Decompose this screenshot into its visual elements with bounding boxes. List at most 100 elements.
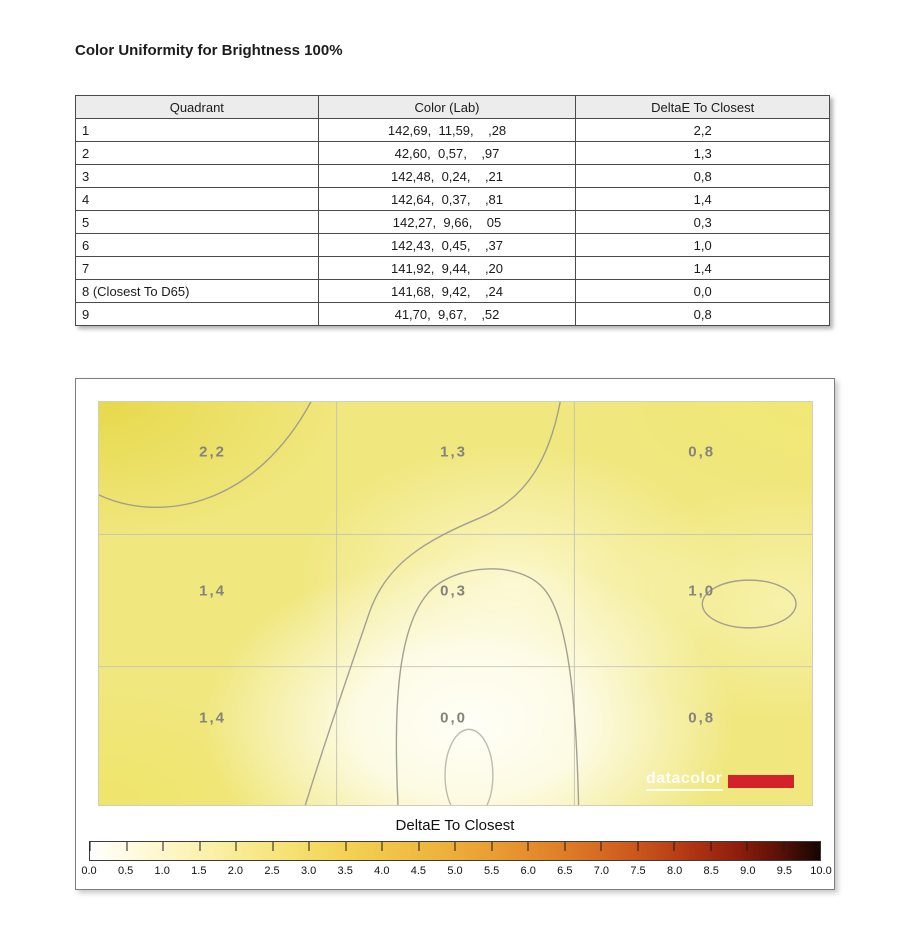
table-row: 4 142,64, 0,37, ,81 1,4	[75, 187, 830, 211]
page-title: Color Uniformity for Brightness 100%	[75, 42, 343, 59]
colorbar-tick-mark	[235, 842, 237, 851]
colorbar-tick-mark	[345, 842, 346, 851]
colorbar-tick-mark	[308, 842, 310, 851]
colorbar-tick-label: 3.5	[337, 865, 353, 877]
delta-e-cell: 0,0	[575, 279, 830, 303]
color-lab-cell: 142,27, 9,66, 05	[317, 210, 577, 234]
quadrant-cell: 4	[75, 187, 319, 211]
colorbar-tick-label: 1.0	[154, 865, 170, 877]
color-lab-cell: 141,92, 9,44, ,20	[317, 256, 577, 280]
colorbar-tick-mark	[454, 842, 456, 851]
grid-lines	[98, 402, 812, 805]
quadrant-cell: 3	[75, 164, 319, 188]
colorbar-tick-label: 7.5	[630, 865, 646, 877]
delta-e-cell: 0,3	[575, 210, 830, 234]
colorbar-tick-label: 2.5	[264, 865, 280, 877]
color-lab-cell: 42,60, 0,57, ,97	[317, 141, 577, 165]
colorbar-gradient	[89, 841, 821, 861]
colorbar-tick-mark	[89, 842, 91, 851]
colorbar-tick-mark	[783, 842, 784, 851]
colorbar-tick-label: 5.5	[483, 865, 500, 877]
color-lab-cell: 142,48, 0,24, ,21	[317, 164, 577, 188]
colorbar-tick-label: 7.0	[593, 865, 610, 877]
quadrant-cell: 9	[75, 302, 319, 326]
colorbar-tick-label: 5.0	[447, 865, 463, 877]
colorbar-tick-label: 2.0	[227, 865, 244, 877]
delta-e-cell: 0,8	[575, 302, 830, 326]
uniformity-table: Quadrant Color (Lab) DeltaE To Closest 1…	[75, 95, 830, 326]
quadrant-cell: 6	[75, 233, 319, 257]
cell-delta-label: 0,8	[688, 443, 716, 461]
datacolor-wordmark: datacolor	[645, 770, 723, 791]
contour-lines	[98, 402, 797, 805]
contour-plot: datacolor 2,2 1,3 0,8 1,4 0,3 1,0 1,4 0,0 0,8	[97, 401, 813, 806]
colorbar-tick-mark	[199, 842, 200, 851]
colorbar-tick-label: 4.5	[410, 865, 427, 877]
color-lab-cell: 41,70, 9,67, ,52	[317, 302, 577, 326]
datacolor-red-bar	[727, 774, 794, 788]
colorbar-tick-mark	[600, 842, 602, 851]
uniformity-chart: datacolor 2,2 1,3 0,8 1,4 0,3 1,0 1,4 0,0 0,8 De…	[75, 378, 835, 890]
colorbar-tick-mark	[637, 842, 638, 851]
header-quadrant: Quadrant	[75, 95, 319, 119]
table-row: 9 41,70, 9,67, ,52 0,8	[75, 302, 830, 326]
uniformity-table-body: 1 142,69, 11,59, ,28 2,2 2 42,60, 0,57, ,97 1…	[75, 118, 830, 326]
delta-e-cell: 0,8	[575, 164, 830, 188]
colorbar-tick-label: 0.0	[81, 865, 97, 877]
colorbar-tick-mark	[126, 842, 127, 851]
table-row: 8 (Closest To D65) 141,68, 9,42, ,24 0,0	[75, 279, 830, 303]
table-row: 5 142,27, 9,66, 05 0,3	[75, 210, 830, 234]
quadrant-cell: 5	[75, 210, 319, 234]
colorbar-title: DeltaE To Closest	[395, 817, 515, 834]
colorbar-tick-mark	[564, 842, 565, 851]
datacolor-logo: datacolor	[645, 770, 794, 791]
colorbar-tick-label: 6.5	[557, 865, 573, 877]
cell-delta-label: 1,4	[199, 582, 227, 600]
delta-e-cell: 2,2	[575, 118, 830, 142]
colorbar-tick-label: 0.5	[117, 865, 134, 877]
color-lab-cell: 142,64, 0,37, ,81	[317, 187, 577, 211]
cell-delta-label: 0,8	[688, 709, 716, 727]
colorbar-tick-labels: 0.0 0.5 1.0 1.5 2.0 2.5 3.0 3.5 4.0 4.5 5.0 5.5 6.0 6…	[81, 865, 831, 879]
colorbar-tick-mark	[491, 842, 492, 851]
delta-e-cell: 1,4	[575, 256, 830, 280]
color-lab-cell: 142,43, 0,45, ,37	[317, 233, 577, 257]
colorbar-tick-label: 4.0	[374, 865, 390, 877]
table-row: 7 141,92, 9,44, ,20 1,4	[75, 256, 830, 280]
cell-delta-label: 1,4	[199, 709, 227, 727]
colorbar-tick-mark	[527, 842, 529, 851]
quadrant-cell: 8 (Closest To D65)	[75, 279, 319, 303]
table-row: 2 42,60, 0,57, ,97 1,3	[75, 141, 830, 165]
cell-delta-label: 1,0	[688, 582, 716, 600]
table-row: 1 142,69, 11,59, ,28 2,2	[75, 118, 830, 142]
cell-delta-label: 1,3	[440, 443, 467, 461]
colorbar-tick-mark	[162, 842, 164, 851]
colorbar-tick-label: 8.0	[666, 865, 683, 877]
colorbar-tick-label: 9.0	[740, 865, 756, 877]
quadrant-cell: 2	[75, 141, 319, 165]
contour-lines-svg	[98, 402, 812, 805]
colorbar-tick-mark	[673, 842, 675, 851]
colorbar-tick-label: 9.5	[776, 865, 793, 877]
delta-e-cell: 1,0	[575, 233, 830, 257]
colorbar-tick-mark	[710, 842, 711, 851]
table-row: 6 142,43, 0,45, ,37 1,0	[75, 233, 830, 257]
quadrant-cell: 1	[75, 118, 319, 142]
colorbar-tick-label: 10.0	[810, 865, 832, 877]
colorbar-tick-mark	[746, 842, 748, 851]
color-lab-cell: 142,69, 11,59, ,28	[317, 118, 577, 142]
quadrant-cell: 7	[75, 256, 319, 280]
cell-delta-label: 2,2	[199, 443, 227, 461]
colorbar: 0.0 0.5 1.0 1.5 2.0 2.5 3.0 3.5 4.0 4.5 5.0 5.5 6.0 6…	[81, 841, 832, 883]
color-lab-cell: 141,68, 9,42, ,24	[317, 279, 577, 303]
colorbar-tick-mark	[272, 842, 273, 851]
colorbar-tick-mark	[418, 842, 419, 851]
colorbar-tick-mark	[381, 842, 383, 851]
colorbar-tick-label: 6.0	[520, 865, 536, 877]
colorbar-tick-label: 1.5	[191, 865, 207, 877]
table-header-row: Quadrant Color (Lab) DeltaE To Closest	[75, 95, 830, 119]
cell-delta-label: 0,0	[440, 709, 467, 727]
delta-e-cell: 1,3	[575, 141, 830, 165]
table-row: 3 142,48, 0,24, ,21 0,8	[75, 164, 830, 188]
